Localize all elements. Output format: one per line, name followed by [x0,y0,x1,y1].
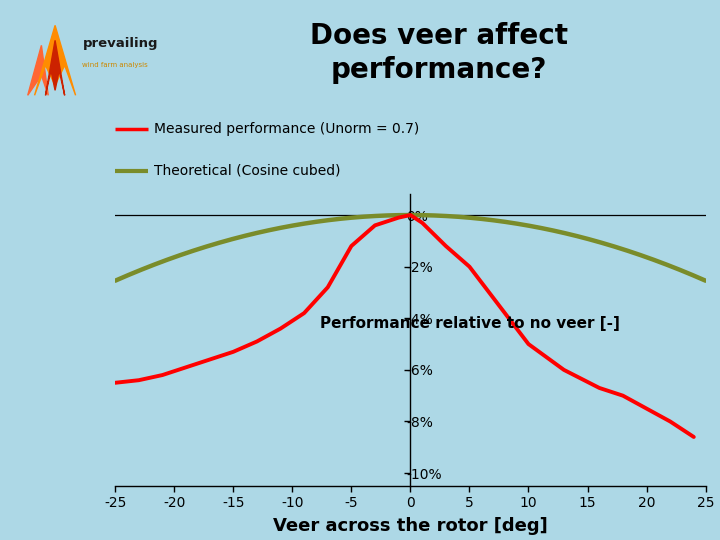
Text: prevailing: prevailing [83,37,158,50]
Polygon shape [45,40,65,95]
Text: Does veer affect
performance?: Does veer affect performance? [310,22,568,84]
Polygon shape [28,45,48,95]
Text: Performance relative to no veer [-]: Performance relative to no veer [-] [320,316,619,331]
Polygon shape [35,25,76,95]
X-axis label: Veer across the rotor [deg]: Veer across the rotor [deg] [273,517,548,535]
Text: wind farm analysis: wind farm analysis [83,62,148,69]
Text: Theoretical (Cosine cubed): Theoretical (Cosine cubed) [153,164,340,178]
Text: Measured performance (Unorm = 0.7): Measured performance (Unorm = 0.7) [153,122,419,136]
